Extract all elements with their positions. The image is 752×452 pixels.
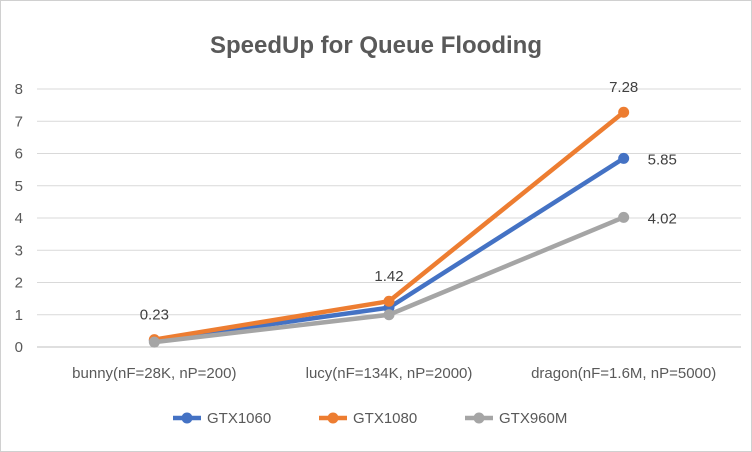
x-tick-label: dragon(nF=1.6M, nP=5000) (531, 365, 716, 382)
data-label: 0.23 (140, 307, 169, 324)
legend-label: GTX1080 (353, 410, 417, 427)
data-label: 5.85 (648, 151, 677, 168)
data-point (383, 295, 395, 307)
data-label: 7.28 (609, 79, 638, 96)
axes: 0 1 2 3 4 5 6 7 8 bunny(nF=28K, nP=200) lucy(nF=13… (15, 81, 717, 382)
y-tick-label: 0 (15, 339, 23, 356)
y-tick-label: 1 (15, 307, 23, 324)
series-gtx960m (148, 211, 630, 348)
y-tick-label: 2 (15, 275, 23, 292)
x-tick-label: bunny(nF=28K, nP=200) (72, 365, 236, 382)
data-labels: 0.23 1.42 7.28 5.85 4.02 (140, 79, 677, 323)
legend-item-gtx960m: GTX960M (465, 410, 567, 427)
y-tick-label: 5 (15, 178, 23, 195)
legend-label: GTX1060 (207, 410, 271, 427)
data-label: 1.42 (374, 268, 403, 285)
data-label: 4.02 (648, 210, 677, 227)
legend-label: GTX960M (499, 410, 567, 427)
legend-item-gtx1060: GTX1060 (173, 410, 271, 427)
legend: GTX1060 GTX1080 GTX960M (173, 410, 567, 427)
data-point (148, 336, 160, 348)
data-point (618, 106, 630, 118)
series-lines (148, 106, 630, 348)
y-tick-label: 4 (15, 210, 23, 227)
chart-title: SpeedUp for Queue Flooding (210, 32, 542, 59)
y-tick-label: 3 (15, 242, 23, 259)
legend-marker (181, 412, 193, 424)
data-point (618, 152, 630, 164)
y-tick-label: 6 (15, 146, 23, 163)
y-tick-label: 8 (15, 81, 23, 98)
gridlines (37, 88, 741, 348)
data-point (383, 309, 395, 321)
data-point (618, 211, 630, 223)
legend-marker (473, 412, 485, 424)
x-tick-label: lucy(nF=134K, nP=2000) (306, 365, 473, 382)
legend-marker (327, 412, 339, 424)
legend-item-gtx1080: GTX1080 (319, 410, 417, 427)
y-tick-label: 7 (15, 113, 23, 130)
